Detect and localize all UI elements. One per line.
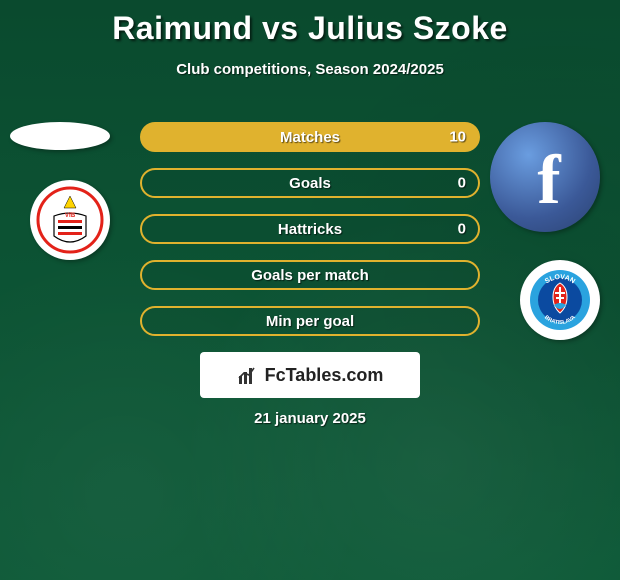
club-crest-right: SLOVAN BRATISLAVA (520, 260, 600, 340)
stat-label: Matches (280, 129, 340, 146)
stat-value: 0 (458, 175, 466, 192)
stat-row-matches: Matches 10 (140, 122, 480, 152)
brand-link[interactable]: FcTables.com (200, 352, 420, 398)
stats-panel: Matches 10 Goals 0 Hattricks 0 Goals per… (140, 122, 480, 352)
page-subtitle: Club competitions, Season 2024/2025 (0, 61, 620, 78)
brand-text: FcTables.com (265, 365, 384, 386)
stat-row-min-per-goal: Min per goal (140, 306, 480, 336)
stat-row-goals-per-match: Goals per match (140, 260, 480, 290)
stat-value: 10 (449, 129, 466, 146)
stat-label: Hattricks (278, 221, 342, 238)
stat-row-goals: Goals 0 (140, 168, 480, 198)
page-title: Raimund vs Julius Szoke (0, 0, 620, 47)
svg-text:VfB: VfB (65, 213, 76, 219)
club-crest-left: VfB (30, 180, 110, 260)
stat-label: Goals per match (251, 267, 369, 284)
stat-value: 0 (458, 221, 466, 238)
stat-label: Goals (289, 175, 331, 192)
stat-label: Min per goal (266, 313, 354, 330)
generation-date: 21 january 2025 (0, 410, 620, 427)
slovan-bratislava-crest-icon: SLOVAN BRATISLAVA (525, 265, 595, 335)
stat-row-hattricks: Hattricks 0 (140, 214, 480, 244)
vfb-stuttgart-crest-icon: VfB (36, 186, 104, 254)
player-left-avatar (10, 122, 110, 150)
share-facebook-button[interactable]: f (490, 122, 600, 232)
chart-icon (237, 364, 259, 386)
facebook-f-icon: f (537, 141, 560, 221)
